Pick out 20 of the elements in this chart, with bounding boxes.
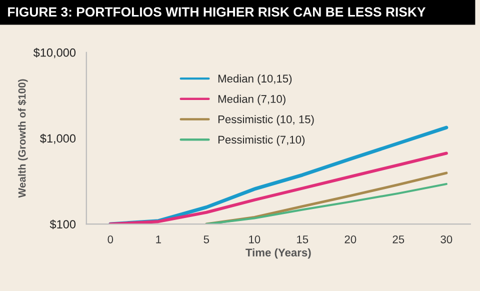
x-tick-label: 5 bbox=[204, 236, 210, 244]
x-tick-label: 0 bbox=[108, 235, 114, 244]
y-tick-label: $10,000 bbox=[33, 48, 76, 58]
x-tick-label: 20 bbox=[344, 235, 356, 244]
x-tick-label: 30 bbox=[440, 235, 452, 244]
legend-label: Pessimistic (10, 15) bbox=[218, 115, 314, 126]
y-tick-label: $1,000 bbox=[40, 134, 76, 144]
x-tick-label: 10 bbox=[249, 235, 260, 244]
legend-label: Median (7,10) bbox=[218, 94, 286, 106]
x-axis-title: Time (Years) bbox=[246, 248, 311, 259]
y-tick-label: $100 bbox=[50, 220, 76, 230]
line-series bbox=[108, 152, 448, 224]
legend-label: Pessimistic (7,10) bbox=[218, 135, 305, 146]
x-tick-label: 15 bbox=[297, 236, 308, 244]
legend-label: Median (10,15) bbox=[218, 74, 292, 85]
x-tick-label: 1 bbox=[156, 236, 161, 244]
line-series bbox=[205, 182, 448, 224]
y-axis-title: Wealth (Growth of $100) bbox=[18, 79, 28, 198]
chart-title: FIGURE 3: PORTFOLIOS WITH HIGHER RISK CAN BE LESS RISKY bbox=[8, 7, 426, 17]
x-tick-label: 25 bbox=[392, 235, 404, 244]
